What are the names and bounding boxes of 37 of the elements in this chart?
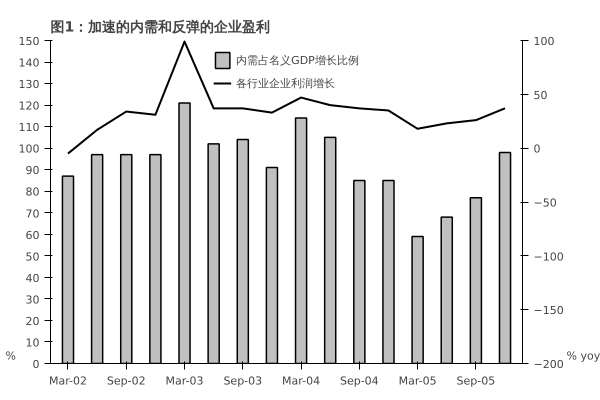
y-tick-label: 20 [26, 314, 40, 328]
x-tick-label: Mar-05 [398, 374, 437, 388]
y-tick-label: 50 [26, 250, 40, 264]
y-tick-label: 150 [18, 35, 40, 48]
y2-tick-label: −100 [534, 250, 564, 264]
y-tick-label: 70 [26, 207, 40, 220]
y-tick-label: 80 [26, 186, 40, 199]
y-tick-label: 30 [26, 293, 40, 306]
y-axis-title: % [6, 350, 16, 362]
legend-label: 内需占名义GDP增长比例 [236, 52, 359, 68]
y2-tick-label: 50 [534, 88, 548, 102]
y2-tick-label: 100 [534, 35, 554, 48]
x-tick-label: Mar-02 [48, 374, 88, 388]
legend-label: 各行业企业利润增长 [236, 76, 336, 90]
y-tick-label: 40 [26, 272, 40, 285]
y2-tick-label: −150 [534, 304, 564, 318]
y2-tick-label: −50 [534, 196, 557, 210]
x-tick-label: Mar-04 [282, 374, 320, 388]
y-tick-label: 10 [26, 336, 40, 350]
y2-tick-label: −200 [534, 358, 564, 371]
x-tick-label: Sep-03 [223, 374, 262, 388]
y-tick-label: 140 [18, 56, 40, 70]
y-tick-label: 110 [18, 121, 40, 134]
y-tick-label: 90 [26, 164, 40, 178]
x-tick-label: Sep-04 [340, 374, 379, 388]
y-tick-label: 120 [18, 100, 40, 113]
y2-tick-label: 0 [534, 142, 540, 156]
y-tick-label: 0 [32, 358, 40, 371]
x-tick-label: Sep-02 [106, 374, 146, 388]
y-tick-label: 130 [18, 78, 40, 92]
y2-axis-title: % yoy [566, 350, 600, 362]
y-tick-label: 60 [26, 228, 40, 242]
y-tick-label: 100 [18, 142, 40, 156]
chart-title: 图1：加速的内需和反弹的企业盈利 [50, 18, 270, 36]
x-tick-label: Mar-03 [166, 374, 204, 388]
x-tick-label: Sep-05 [456, 374, 496, 388]
line-series [66, 40, 506, 155]
